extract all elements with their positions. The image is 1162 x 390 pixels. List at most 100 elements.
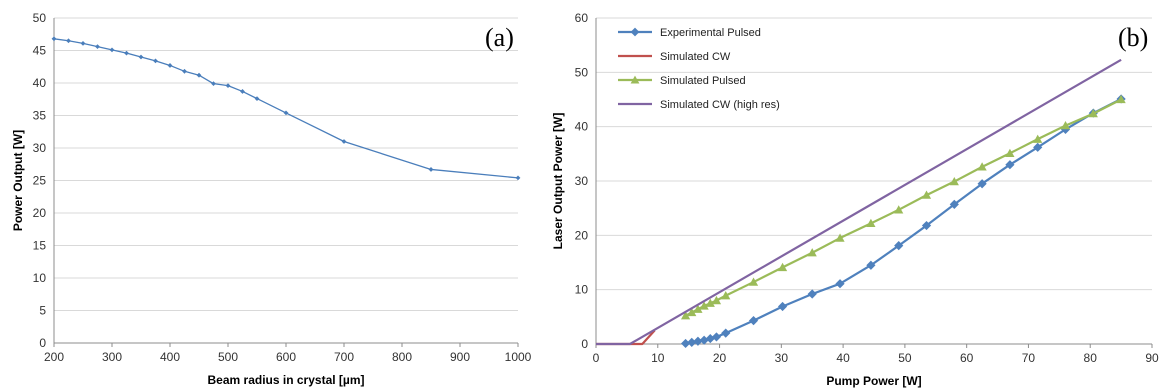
series-line-a-0 — [53, 38, 519, 179]
y-tick-label-a: 20 — [33, 206, 47, 220]
y-axis-title-b: Laser Output Power [W] — [551, 113, 565, 250]
data-point-a-0 — [95, 44, 100, 49]
x-tick-label-a: 200 — [44, 350, 64, 364]
data-point-a-0 — [66, 38, 71, 44]
x-tick-label-b: 70 — [1022, 351, 1036, 365]
data-point-b-0 — [1033, 142, 1043, 152]
data-point-b-2 — [894, 205, 904, 214]
data-point-a-0 — [167, 63, 173, 68]
y-tick-label-a: 50 — [33, 11, 47, 25]
y-tick-label-b: 20 — [575, 228, 589, 242]
x-axis-title-b: Pump Power [W] — [826, 374, 921, 388]
y-tick-label-a: 45 — [33, 44, 47, 58]
data-point-a-0 — [51, 36, 57, 42]
data-point-b-0 — [866, 260, 876, 270]
data-point-b-0 — [748, 316, 759, 326]
data-point-a-0 — [225, 83, 231, 88]
data-point-b-0 — [705, 333, 715, 344]
data-point-b-0 — [687, 337, 697, 347]
data-point-a-0 — [254, 96, 260, 101]
data-point-a-0 — [211, 81, 216, 87]
data-point-b-2 — [1033, 134, 1043, 143]
legend-label-0: Experimental Pulsed — [660, 27, 761, 39]
data-point-a-0 — [138, 54, 144, 60]
data-point-b-2 — [748, 277, 759, 286]
legend-label-1: Simulated CW — [660, 51, 731, 63]
data-point-b-2 — [977, 162, 987, 171]
y-tick-label-b: 10 — [575, 283, 589, 297]
y-tick-label-b: 0 — [581, 337, 588, 351]
y-tick-label-a: 15 — [33, 239, 47, 253]
data-point-b-2 — [949, 176, 959, 186]
data-point-b-0 — [721, 328, 731, 338]
data-point-b-0 — [680, 338, 691, 349]
x-tick-label-b: 80 — [1084, 351, 1098, 365]
y-tick-label-a: 25 — [33, 174, 47, 188]
data-point-b-2 — [711, 295, 722, 305]
data-point-a-0 — [80, 40, 86, 46]
data-point-b-2 — [680, 311, 691, 320]
data-point-b-2 — [866, 218, 876, 228]
data-point-b-0 — [1005, 160, 1015, 170]
x-tick-label-b: 60 — [960, 351, 974, 365]
data-point-b-2 — [705, 298, 715, 307]
data-point-b-0 — [921, 220, 932, 231]
data-point-b-0 — [894, 241, 904, 251]
y-tick-label-a: 0 — [39, 336, 46, 350]
x-tick-label-a: 700 — [334, 350, 354, 364]
x-tick-label-b: 40 — [836, 351, 850, 365]
y-tick-label-b: 60 — [575, 11, 589, 25]
data-point-b-0 — [777, 301, 788, 312]
data-point-a-0 — [341, 139, 347, 144]
x-tick-label-b: 90 — [1145, 351, 1159, 365]
legend-marker-2 — [630, 75, 640, 84]
data-point-b-2 — [777, 262, 788, 272]
panel-b-chart: 0 10 20 30 40 50 60 0 10 20 30 40 50 60 70 80 90 Pump Pow… — [551, 11, 1159, 388]
panel-label-a: (a) — [485, 23, 514, 52]
x-tick-label-b: 0 — [593, 351, 600, 365]
series-line-b-3 — [596, 58, 1122, 346]
x-tick-label-b: 10 — [651, 351, 665, 365]
data-point-b-0 — [699, 335, 709, 345]
data-point-a-0 — [182, 68, 187, 74]
legend-marker-0 — [630, 27, 640, 37]
y-tick-label-a: 5 — [39, 304, 46, 318]
x-tick-label-b: 50 — [898, 351, 912, 365]
data-point-b-0 — [949, 199, 959, 209]
data-point-a-0 — [283, 110, 289, 116]
x-tick-label-a: 600 — [276, 350, 296, 364]
data-point-a-0 — [109, 47, 115, 53]
legend-label-2: Simulated Pulsed — [660, 75, 746, 87]
panel-label-b: (b) — [1118, 23, 1148, 52]
data-point-b-2 — [921, 190, 932, 199]
data-point-a-0 — [515, 175, 521, 181]
data-point-b-2 — [1116, 94, 1126, 104]
data-point-a-0 — [153, 58, 158, 64]
data-point-b-0 — [807, 289, 817, 299]
data-point-b-2 — [1060, 120, 1071, 130]
data-point-a-0 — [124, 50, 129, 56]
panel-a-chart: 0 5 10 15 20 25 30 35 40 45 50 200 300 400 500 600 700 80… — [11, 11, 532, 387]
x-tick-label-a: 300 — [102, 350, 122, 364]
y-tick-label-a: 35 — [33, 109, 47, 123]
x-tick-label-a: 1000 — [505, 350, 532, 364]
data-point-b-2 — [1005, 148, 1015, 157]
data-point-b-2 — [807, 248, 817, 257]
series-line-b-0 — [685, 97, 1122, 345]
series-line-b-1 — [596, 329, 656, 346]
y-tick-label-b: 50 — [575, 65, 589, 79]
y-tick-label-a: 10 — [33, 271, 47, 285]
y-tick-label-b: 40 — [575, 120, 589, 134]
x-tick-label-b: 30 — [775, 351, 789, 365]
x-tick-label-a: 400 — [160, 350, 180, 364]
data-point-a-0 — [196, 72, 202, 78]
x-tick-label-b: 20 — [713, 351, 727, 365]
data-point-b-2 — [835, 233, 845, 242]
data-point-b-2 — [687, 307, 697, 317]
data-point-a-0 — [428, 167, 434, 172]
data-point-b-0 — [835, 279, 845, 289]
data-point-b-2 — [699, 301, 709, 310]
data-point-b-2 — [1088, 109, 1098, 118]
x-axis-title-a: Beam radius in crystal [µm] — [208, 373, 365, 387]
